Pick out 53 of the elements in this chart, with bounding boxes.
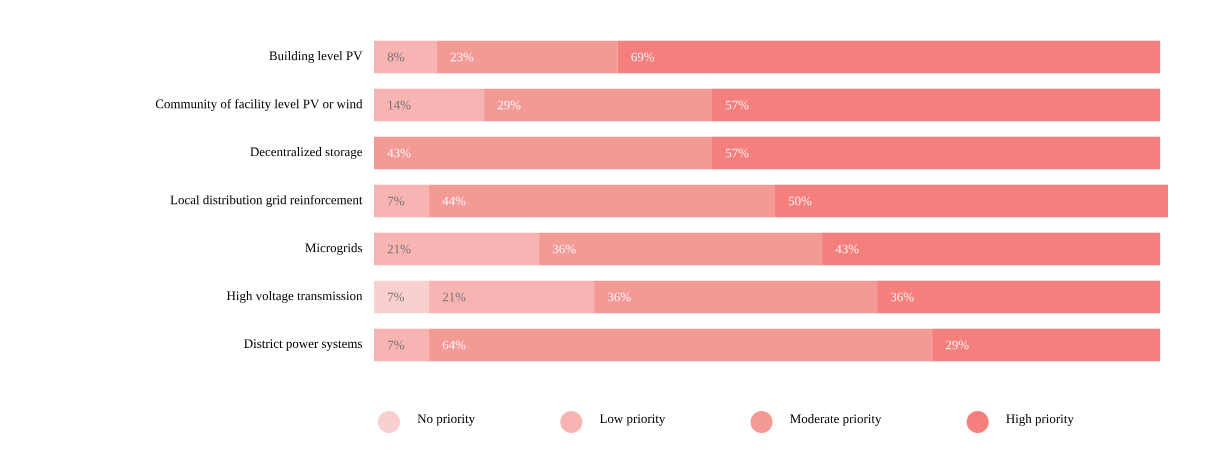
bar <box>484 88 713 122</box>
bar <box>374 280 430 314</box>
legend-label: High priority <box>1006 414 1074 426</box>
y-tick-label: Community of facility level PV or wind <box>155 99 363 111</box>
bar <box>374 88 485 122</box>
data-label: 29% <box>945 340 969 350</box>
bar <box>374 232 540 266</box>
legend-label: Moderate priority <box>790 414 882 426</box>
bar <box>932 328 1161 362</box>
y-tick-label: Building level PV <box>269 51 363 63</box>
data-label: 36% <box>890 292 914 302</box>
legend-label: No priority <box>417 414 476 426</box>
bar <box>429 328 933 362</box>
data-label: 69% <box>631 52 655 62</box>
data-label: 23% <box>450 52 474 62</box>
bar <box>374 40 437 74</box>
data-label: 43% <box>835 244 859 254</box>
bar <box>539 232 823 266</box>
data-label: 21% <box>442 292 466 302</box>
data-label: 7% <box>388 292 405 302</box>
data-label: 7% <box>388 340 405 350</box>
bar <box>712 88 1161 122</box>
data-label: 21% <box>387 244 411 254</box>
y-tick-label: Microgrids <box>305 243 363 255</box>
bar <box>429 184 775 218</box>
data-label: 57% <box>726 148 749 158</box>
bar <box>429 280 595 314</box>
bar <box>436 40 618 74</box>
y-tick-label: Local distribution grid reinforcement <box>170 195 363 207</box>
bar <box>774 184 1169 218</box>
data-label: 7% <box>388 196 405 206</box>
y-tick-label: District power systems <box>244 339 363 351</box>
bar <box>594 280 878 314</box>
legend-label: Low priority <box>599 414 666 426</box>
bar <box>374 184 430 218</box>
bar <box>877 280 1161 314</box>
y-tick-label: High voltage transmission <box>226 291 363 303</box>
data-label: 43% <box>387 148 411 158</box>
data-label: 14% <box>388 100 411 110</box>
data-label: 64% <box>442 340 466 350</box>
data-label: 29% <box>497 100 521 110</box>
data-label: 50% <box>788 196 812 206</box>
data-label: 36% <box>552 244 576 254</box>
bar <box>374 328 430 362</box>
data-label: 57% <box>726 100 749 110</box>
y-tick-label: Decentralized storage <box>250 147 363 159</box>
data-label: 44% <box>442 196 466 206</box>
bar <box>822 232 1161 266</box>
bar <box>617 40 1161 74</box>
data-label: 36% <box>607 292 631 302</box>
bar <box>712 136 1161 170</box>
bar <box>374 136 713 170</box>
data-label: 8% <box>387 52 405 62</box>
